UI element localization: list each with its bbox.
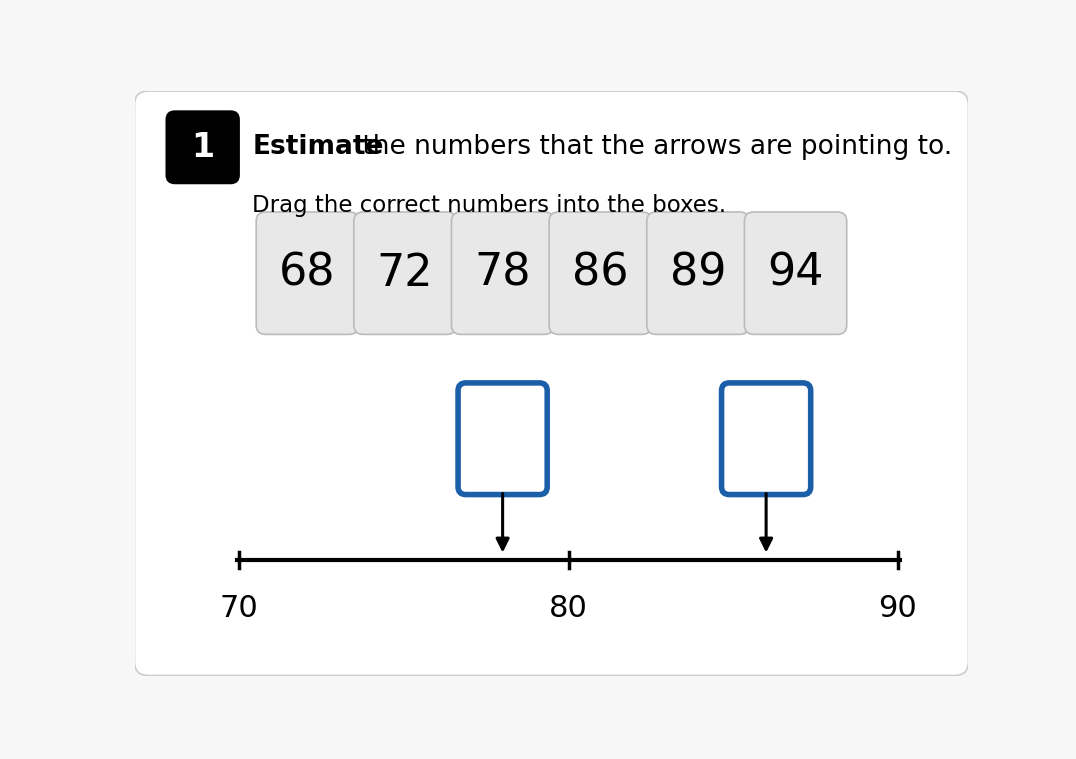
- FancyBboxPatch shape: [647, 212, 749, 335]
- Text: Estimate: Estimate: [252, 134, 384, 160]
- Text: 89: 89: [669, 252, 726, 294]
- Text: 70: 70: [220, 594, 258, 623]
- FancyBboxPatch shape: [354, 212, 456, 335]
- Text: 90: 90: [878, 594, 917, 623]
- FancyBboxPatch shape: [166, 110, 240, 184]
- FancyBboxPatch shape: [134, 91, 968, 676]
- FancyBboxPatch shape: [452, 212, 554, 335]
- Text: 86: 86: [572, 252, 628, 294]
- FancyBboxPatch shape: [722, 383, 810, 495]
- Text: Drag the correct numbers into the boxes.: Drag the correct numbers into the boxes.: [252, 194, 726, 216]
- Text: 72: 72: [377, 252, 434, 294]
- Text: 68: 68: [279, 252, 336, 294]
- FancyBboxPatch shape: [745, 212, 847, 335]
- FancyBboxPatch shape: [256, 212, 358, 335]
- Text: 80: 80: [549, 594, 587, 623]
- Text: 78: 78: [475, 252, 530, 294]
- FancyBboxPatch shape: [549, 212, 651, 335]
- Text: 94: 94: [767, 252, 824, 294]
- Text: 1: 1: [192, 131, 214, 164]
- FancyBboxPatch shape: [458, 383, 548, 495]
- Text: the numbers that the arrows are pointing to.: the numbers that the arrows are pointing…: [354, 134, 952, 160]
